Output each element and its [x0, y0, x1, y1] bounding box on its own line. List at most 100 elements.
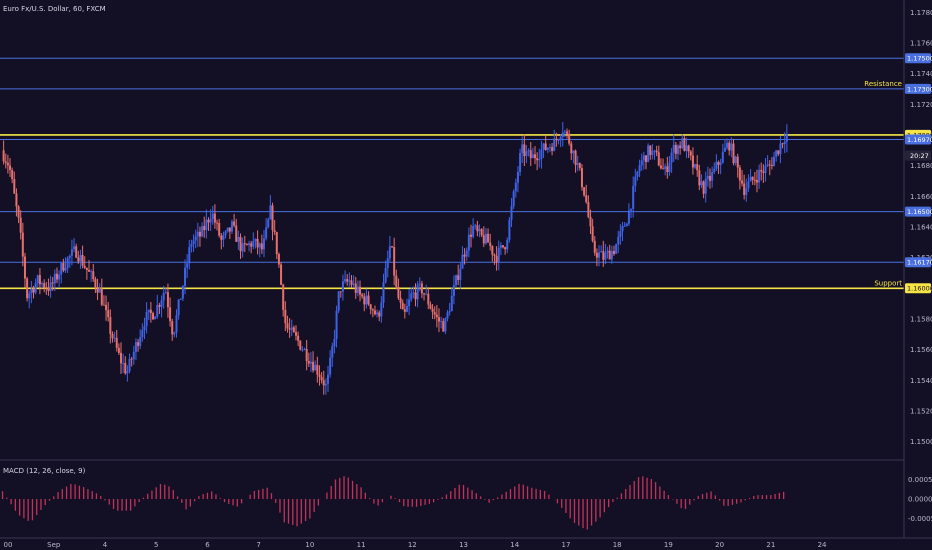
- candle-body: [452, 285, 455, 296]
- candle-body: [508, 219, 511, 240]
- candle-body: [301, 349, 304, 351]
- candle-body: [429, 304, 432, 309]
- candle-body: [256, 238, 259, 248]
- candle-body: [561, 132, 564, 137]
- candle-body: [563, 131, 566, 133]
- candle-body: [105, 304, 108, 311]
- level-badge: [905, 206, 931, 217]
- candle-body: [506, 239, 509, 250]
- candle-body: [32, 288, 35, 293]
- candle-body: [352, 283, 355, 285]
- candle-body: [497, 247, 500, 263]
- candle-body: [149, 309, 152, 314]
- candle-body: [604, 252, 607, 260]
- candle-body: [254, 238, 257, 242]
- candle-body: [749, 176, 752, 182]
- candle-body: [294, 332, 297, 336]
- candle-body: [239, 237, 242, 252]
- candle-body: [120, 352, 123, 364]
- candle-body: [359, 286, 362, 295]
- candle-body: [224, 231, 227, 236]
- candle-body: [316, 364, 319, 375]
- level-badge-label: 1.17300: [907, 85, 932, 93]
- chart-title: Euro Fx/U.S. Dollar, 60, FXCM: [3, 5, 106, 13]
- horizontal-levels[interactable]: Resistance Support: [0, 57, 904, 290]
- candle-body: [2, 150, 5, 162]
- candle-body: [465, 250, 468, 257]
- candle-body: [38, 275, 41, 285]
- candle-body: [269, 205, 272, 220]
- candle-body: [647, 145, 650, 163]
- price-axis[interactable]: 1.178001.176001.174001.172001.170001.168…: [910, 9, 932, 446]
- price-tick-label: 1.15200: [910, 407, 932, 415]
- candle-body: [662, 168, 665, 170]
- candle-body: [625, 223, 628, 227]
- candle-body: [551, 147, 554, 151]
- candle-body: [576, 163, 579, 165]
- candle-body: [566, 131, 569, 134]
- candle-body: [743, 183, 746, 195]
- price-tick-label: 1.16600: [910, 193, 932, 201]
- candle-body: [23, 256, 26, 279]
- candle-body: [211, 213, 214, 219]
- countdown-badge: [905, 150, 931, 161]
- candle-body: [638, 165, 641, 172]
- candle-body: [365, 295, 368, 305]
- candle-body: [779, 143, 782, 155]
- candle-body: [68, 255, 71, 258]
- candle-body: [659, 165, 662, 169]
- candle-body: [516, 171, 519, 183]
- candle-body: [45, 287, 48, 289]
- candle-body: [369, 304, 372, 310]
- price-tick-label: 1.17400: [910, 70, 932, 78]
- candle-body: [480, 229, 483, 236]
- candle-body: [617, 236, 620, 245]
- candle-body: [70, 249, 73, 256]
- candle-body: [775, 150, 778, 157]
- candle-body: [181, 285, 184, 299]
- candle-body: [222, 235, 225, 240]
- candle-body: [179, 298, 182, 300]
- candle-body: [623, 226, 626, 227]
- candle-body: [100, 288, 103, 305]
- candle-body: [523, 144, 526, 157]
- price-tick-label: 1.16400: [910, 223, 932, 231]
- candle-body: [143, 326, 146, 331]
- candle-body: [758, 169, 761, 183]
- candle-body: [747, 181, 750, 189]
- time-tick-label: 11: [357, 541, 366, 549]
- candle-body: [664, 166, 667, 169]
- candle-body: [461, 254, 464, 269]
- level-annotation: Support: [874, 279, 902, 287]
- candle-body: [760, 169, 763, 172]
- candle-body: [640, 160, 643, 166]
- candle-body: [102, 304, 105, 306]
- candle-body: [73, 246, 76, 250]
- candle-body: [440, 321, 443, 322]
- candle-body: [173, 332, 176, 335]
- level-badge-label: 1.16970: [907, 136, 932, 144]
- candle-body: [15, 193, 18, 207]
- candle-body: [414, 292, 417, 300]
- candle-body: [397, 286, 400, 299]
- time-axis[interactable]: 00 Sep 4 5 6 7 10 11 12 13 14 17 18 19 20 21 24: [4, 541, 827, 549]
- candle-body: [459, 268, 462, 280]
- candle-body: [540, 149, 543, 159]
- candle-body: [64, 268, 67, 271]
- candle-body: [574, 150, 577, 165]
- candle-body: [307, 360, 310, 364]
- time-tick-label: 18: [613, 541, 622, 549]
- candle-body: [130, 358, 133, 360]
- candle-body: [122, 363, 125, 364]
- candle-body: [376, 312, 379, 315]
- candle-body: [621, 226, 624, 232]
- macd-tick-label: 0.0005: [908, 476, 932, 484]
- candle-body: [280, 264, 283, 285]
- candle-body: [350, 280, 353, 285]
- candle-body: [668, 162, 671, 173]
- candle-body: [28, 293, 31, 299]
- time-tick-label: 20: [715, 541, 724, 549]
- candle-body: [615, 244, 618, 254]
- candle-body: [90, 271, 93, 273]
